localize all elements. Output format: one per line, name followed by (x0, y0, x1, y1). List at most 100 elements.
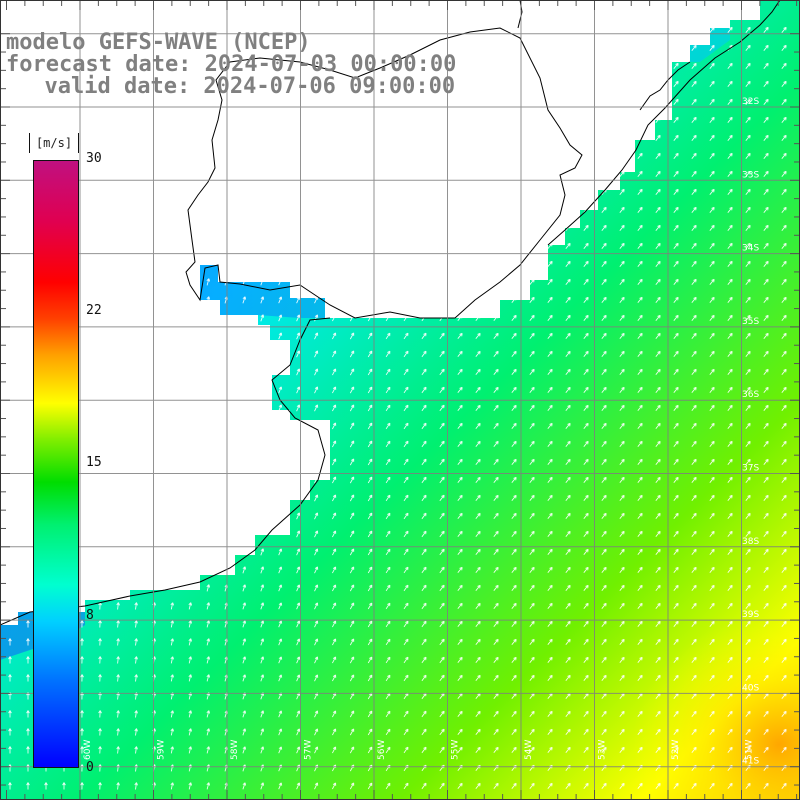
wind-arrow (637, 170, 643, 177)
wind-arrow (565, 494, 571, 501)
wind-arrow (745, 44, 751, 51)
wind-arrow (619, 278, 625, 285)
wind-arrow (511, 656, 517, 663)
wind-arrow (691, 458, 697, 465)
wind-arrow (188, 620, 193, 628)
wind-arrow (188, 746, 193, 754)
wind-arrow (62, 782, 66, 790)
wind-arrow (727, 332, 733, 339)
wind-arrow (745, 350, 751, 357)
wind-arrow (673, 494, 679, 501)
wind-arrow (385, 404, 391, 412)
wind-arrow (547, 350, 553, 357)
wind-arrow (367, 458, 373, 466)
wind-arrow (781, 548, 787, 555)
wind-arrow (691, 656, 697, 663)
wind-arrow (260, 548, 265, 556)
wind-arrow (439, 746, 445, 754)
wind-arrow (601, 350, 607, 357)
wind-arrow (763, 242, 769, 249)
wind-arrow (385, 476, 391, 484)
wind-arrow (332, 350, 337, 358)
wind-arrow (691, 278, 697, 285)
wind-arrow (403, 728, 409, 736)
wind-arrow (565, 728, 571, 735)
wind-arrow (529, 728, 535, 735)
wind-arrow (8, 656, 12, 664)
wind-arrow (457, 620, 463, 627)
wind-arrow (601, 458, 607, 465)
wind-arrow (134, 746, 138, 754)
wind-arrow (673, 620, 679, 627)
wind-arrow (457, 638, 463, 645)
wind-arrow (655, 404, 661, 411)
wind-arrow (511, 440, 517, 447)
wind-arrow (565, 746, 571, 753)
wind-arrow (781, 494, 787, 501)
wind-arrow (511, 638, 517, 645)
wind-arrow (655, 728, 661, 735)
wind-arrow (745, 620, 751, 627)
wind-arrow (421, 458, 427, 466)
wind-arrow (763, 746, 769, 753)
wind-arrow (493, 674, 499, 681)
wind-arrow (367, 566, 373, 574)
wind-arrow (583, 296, 589, 303)
wind-arrow (134, 782, 138, 790)
wind-arrow (673, 116, 679, 123)
wind-arrow (727, 746, 733, 753)
wind-arrow (314, 620, 319, 628)
wind-arrow (475, 782, 481, 789)
wind-arrow (242, 782, 247, 790)
wind-arrow (709, 404, 715, 411)
wind-arrow (781, 98, 787, 105)
wind-arrow (619, 728, 625, 735)
wind-arrow (781, 278, 787, 285)
wind-arrow (547, 458, 553, 465)
wind-arrow (349, 656, 355, 664)
wind-arrow (745, 566, 751, 573)
wind-arrow (763, 404, 769, 411)
wind-arrow (260, 728, 265, 736)
wind-arrow (583, 638, 589, 645)
wind-arrow (349, 404, 355, 412)
wind-arrow (475, 314, 481, 321)
wind-arrow (332, 314, 337, 322)
wind-arrow (403, 674, 409, 682)
wind-arrow (763, 26, 769, 33)
wind-arrow (745, 206, 751, 213)
wind-arrow (242, 296, 247, 304)
wind-arrow (242, 566, 247, 574)
wind-arrow (421, 494, 427, 502)
longitude-labels: 60W 59W 58W 57W 56W 55W 54W 53W 52W 51W (83, 740, 755, 760)
wind-arrow (26, 710, 30, 718)
wind-arrow (278, 620, 283, 628)
brazil-coast (547, 0, 781, 246)
wind-arrow (511, 512, 517, 519)
wind-arrow (493, 584, 499, 591)
wind-arrow (727, 440, 733, 447)
wind-arrow (385, 566, 391, 574)
wind-arrow (242, 728, 247, 736)
wind-arrow (619, 332, 625, 339)
wind-arrow (781, 728, 787, 735)
wind-arrow (421, 440, 427, 448)
wind-arrow (332, 476, 337, 484)
wind-arrow (26, 620, 30, 628)
wind-arrow (691, 512, 697, 519)
wind-arrow (547, 422, 553, 429)
wind-arrow (8, 782, 12, 790)
wind-arrow (763, 494, 769, 501)
longitude-label: 58W (230, 740, 240, 760)
wind-arrow (385, 728, 391, 736)
wind-arrow (314, 602, 319, 610)
wind-arrow (314, 386, 319, 394)
wind-arrow (296, 350, 301, 358)
wind-arrow (278, 602, 283, 610)
wind-arrow (691, 782, 697, 789)
wind-arrow (565, 584, 571, 591)
wind-arrow (763, 44, 769, 51)
wind-arrow (511, 584, 517, 591)
wind-arrow (332, 422, 337, 430)
wind-arrow (296, 728, 301, 736)
